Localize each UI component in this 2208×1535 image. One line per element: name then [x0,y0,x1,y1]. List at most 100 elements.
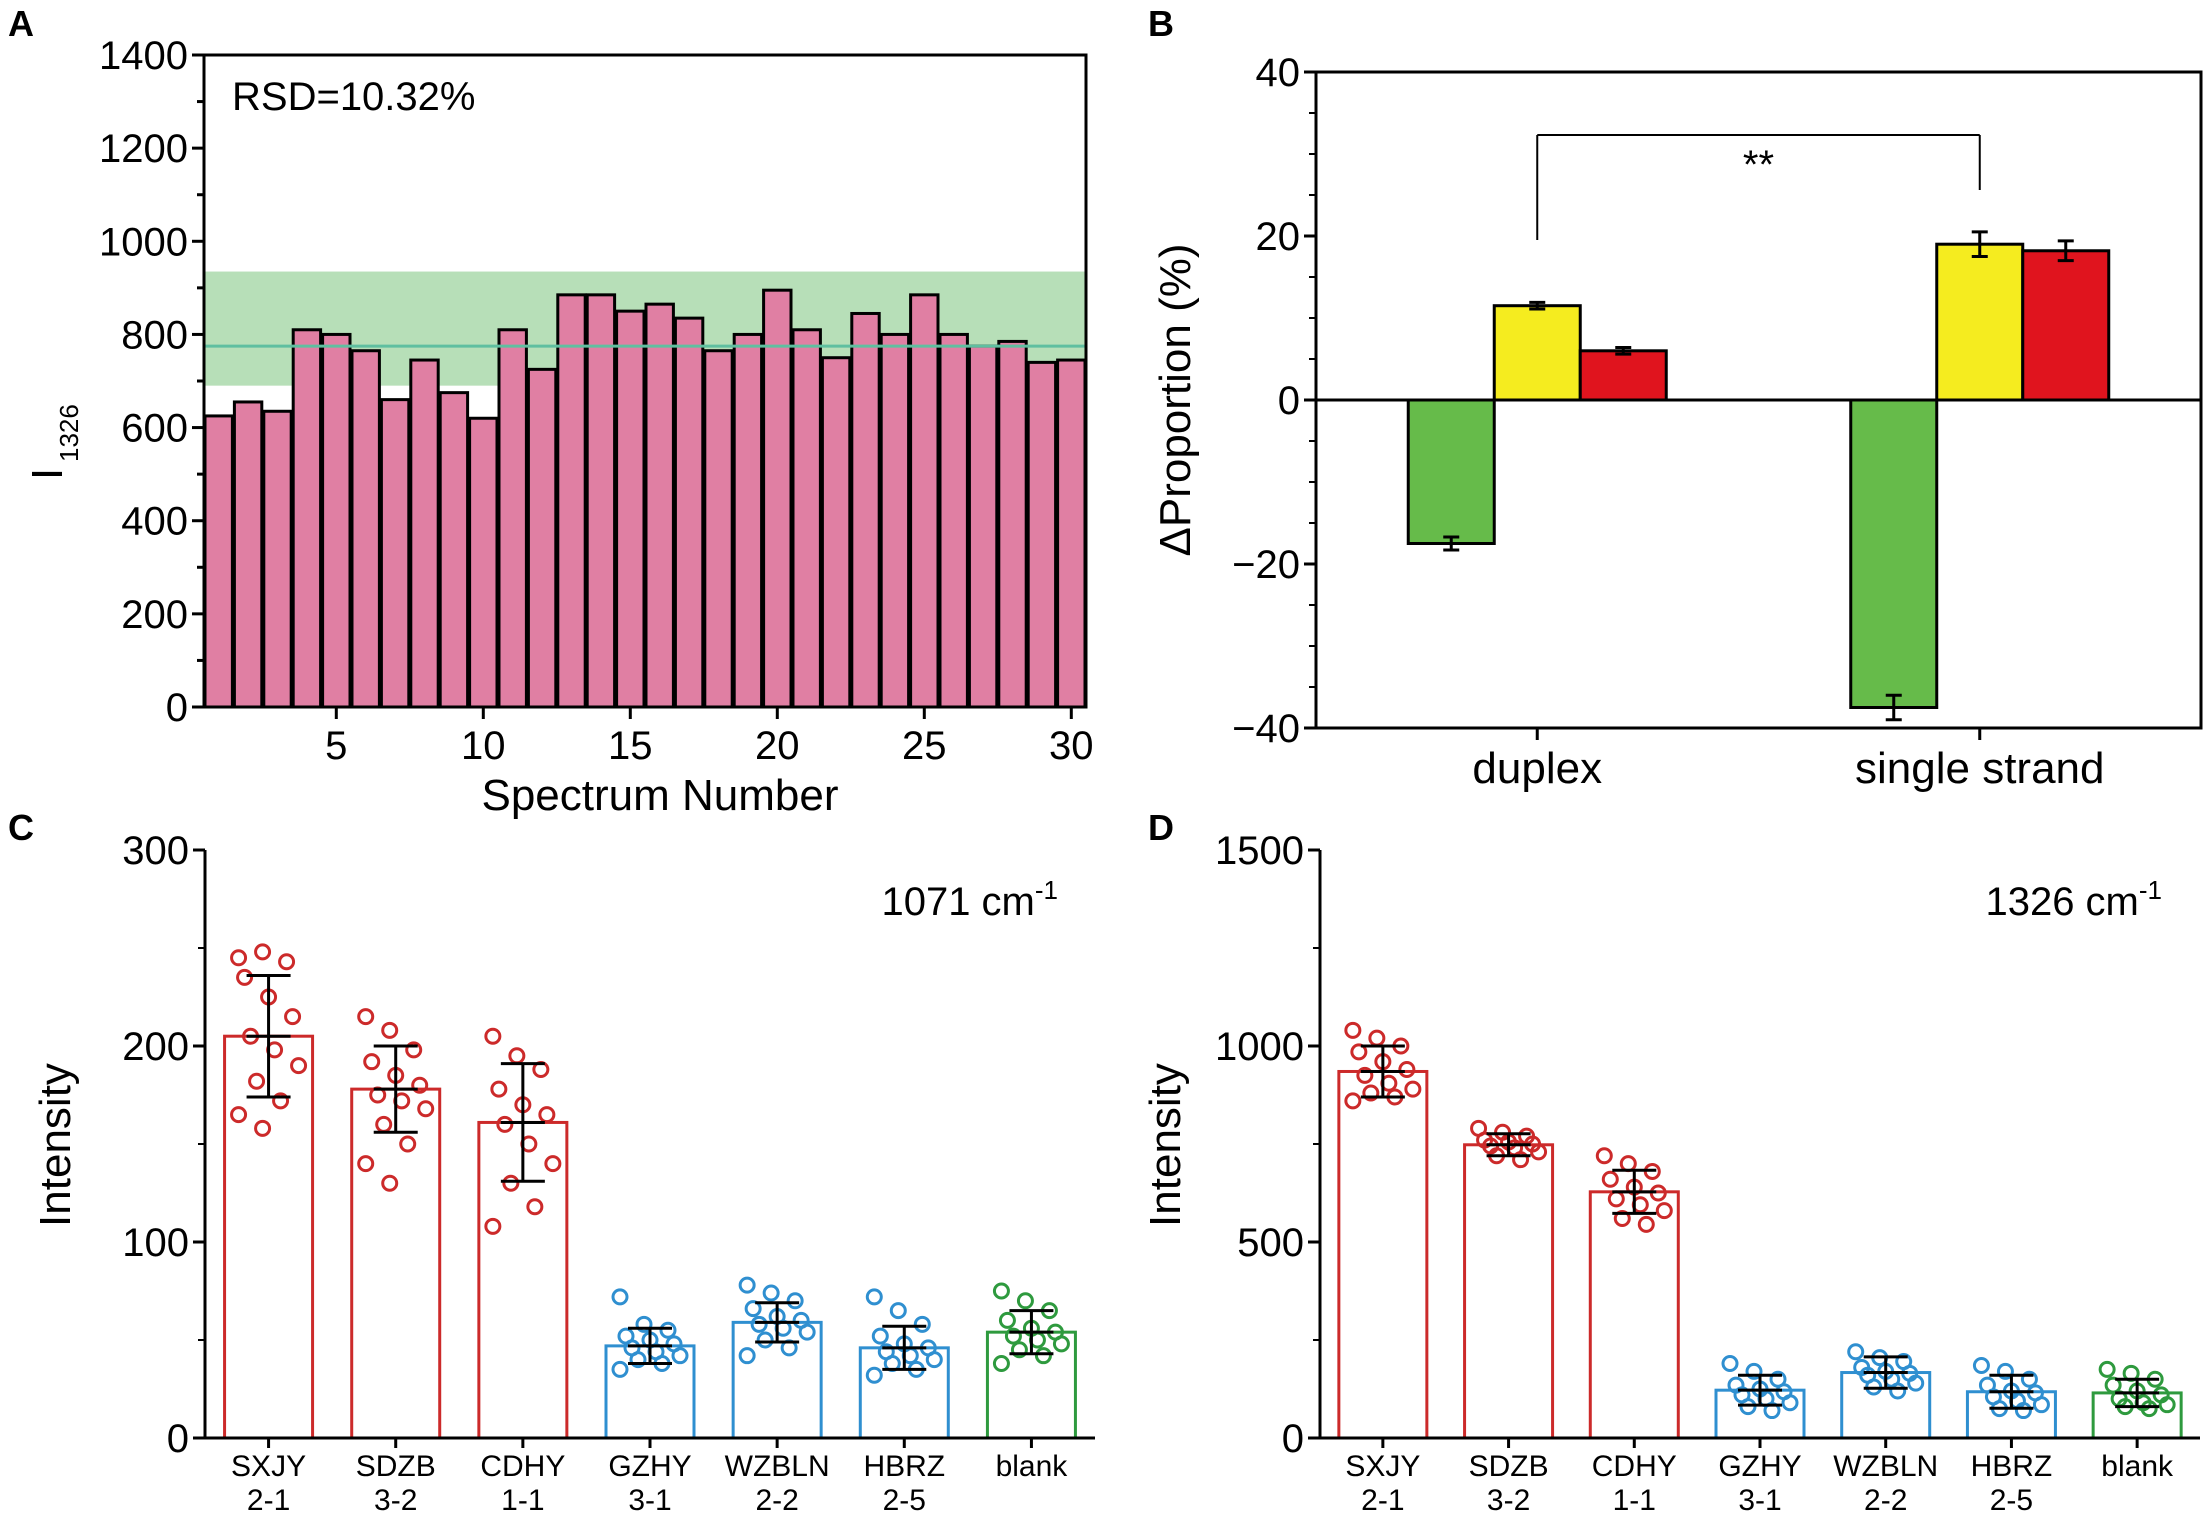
panel-c-point-1-3 [363,1053,381,1071]
panel-a-bar-5 [321,332,352,709]
panel-b-bar-yellow-1 [1935,242,2025,402]
panel-d-point-6-0 [2098,1360,2116,1378]
panel-d-ytick-label-500: 500 [1237,1221,1304,1265]
panel-a-bar-28 [997,339,1028,709]
panel-c-point-1-11 [357,1155,375,1173]
panel-d-point-3-9 [1739,1398,1757,1416]
panel-d-category-line1-0: SXJY [1345,1450,1420,1483]
panel-d-point-0-5 [1398,1061,1416,1079]
panel-d-point-0-11 [1344,1092,1362,1110]
panel-c-point-2-1 [508,1047,526,1065]
panel-letter-a: A [8,3,34,44]
panel-c-point-5-1 [889,1302,907,1320]
panel-c-category-line1-4: WZBLN [725,1450,830,1483]
panel-d-point-0-3 [1350,1043,1368,1061]
panel-c-point-5-8 [925,1351,943,1369]
panel-b-bar-red-0 [1578,349,1668,402]
panel-a-bar-18 [703,349,734,709]
panel-a-bar-17 [673,316,705,709]
panel-a-bar-6 [350,349,381,709]
panel-c-point-5-11 [865,1366,883,1384]
panel-b-ytick-label-0: −40 [1232,707,1300,751]
panel-c-point-6-6 [1004,1327,1022,1345]
panel-c-point-0-11 [230,1106,248,1124]
panel-c-category-line1-6: blank [996,1450,1069,1483]
panel-a-bar-16 [644,302,675,709]
panel-c-point-0-5 [284,1008,302,1026]
panel-c-point-4-1 [762,1284,780,1302]
panel-d-point-0-6 [1356,1066,1374,1084]
panel-a-bar-12 [526,367,558,709]
panel-b-category-label-1: single strand [1855,744,2104,793]
panel-a-xtick-label-10: 10 [461,724,506,768]
panel-c-y-axis-label: Intensity [31,1063,80,1227]
panel-c-category-line1-3: GZHY [608,1450,691,1483]
panel-d-bar-1 [1463,1143,1555,1440]
panel-d-point-0-9 [1362,1084,1380,1102]
panel-d-category-line1-4: WZBLN [1833,1450,1938,1483]
panel-a-bar-10 [468,416,499,709]
panel-a-bar-25 [909,293,940,709]
panel-c-point-6-3 [998,1311,1016,1329]
panel-c-point-6-1 [1016,1292,1034,1310]
panel-c-wavenumber-value: 1071 cm [881,880,1034,924]
panel-d-point-3-8 [1781,1394,1799,1412]
panel-c-point-2-8 [544,1155,562,1173]
panel-c-point-0-9 [248,1072,266,1090]
panel-b-bar-green-1 [1849,398,1939,709]
panel-c-category-line2-2: 1-1 [501,1484,544,1517]
panel-d-ytick-label-0: 0 [1282,1417,1304,1461]
panel-c-point-6-0 [992,1282,1010,1300]
panel-b-ytick-label-1: −20 [1232,543,1300,587]
panel-letter-d: D [1148,807,1174,848]
panel-c-point-1-12 [381,1174,399,1192]
panel-c-point-4-8 [798,1323,816,1341]
panel-a-bar-29 [1026,360,1058,709]
panel-b-category-label-0: duplex [1472,744,1602,793]
panel-a-bar-3 [262,409,293,709]
panel-c-point-6-10 [1034,1347,1052,1365]
panel-c-point-3-8 [671,1347,689,1365]
panel-d-point-6-10 [2140,1400,2158,1418]
panel-c-category-line2-4: 2-2 [755,1484,798,1517]
panel-c-wavenumber-annotation: 1071 cm-1 [881,875,1058,924]
panel-a-bar-15 [615,309,646,709]
panel-c-point-3-9 [629,1351,647,1369]
panel-a-y-label-main: I [23,468,72,480]
panel-c-point-2-11 [484,1217,502,1235]
panel-a-bar-11 [497,328,528,709]
panel-c-ytick-label-300: 300 [122,829,189,873]
panel-a-bar-4 [291,328,323,709]
panel-d-category-line1-2: CDHY [1592,1450,1677,1483]
panel-d-bar-0 [1337,1069,1429,1440]
panel-a-chart: 0 200 400 600 800 1000 1200 1400 5 10 15 20 25 30 RS… [23,34,1094,820]
panel-d-point-3-0 [1721,1355,1739,1373]
panel-c-point-6-8 [1052,1335,1070,1353]
panel-d-category-line1-1: SDZB [1469,1450,1549,1483]
panel-c-point-5-2 [913,1315,931,1333]
panel-c-point-2-3 [490,1080,508,1098]
panel-c-point-0-12 [254,1119,272,1137]
panel-a-bar-7 [379,398,411,709]
panel-d-category-line1-6: blank [2101,1450,2174,1483]
panel-c-point-6-9 [1010,1341,1028,1359]
panel-d-category-line2-5: 2-5 [1990,1484,2033,1517]
panel-c-category-line2-1: 3-2 [374,1484,417,1517]
panel-c-point-5-3 [871,1327,889,1345]
panel-a-xtick-label-30: 30 [1049,724,1094,768]
panel-c-point-2-6 [496,1115,514,1133]
panel-a-x-axis-label: Spectrum Number [481,771,838,820]
panel-b-bar-red-1 [2021,249,2111,402]
panel-c-category-line1-1: SDZB [356,1450,436,1483]
panel-d-point-2-9 [1613,1209,1631,1227]
panel-a-y-axis-label: I 1326 [23,404,84,480]
panel-d-point-2-0 [1595,1147,1613,1165]
panel-a-bar-24 [879,332,911,709]
panel-a-ytick-label-800: 800 [121,313,188,357]
panel-c-point-3-0 [611,1288,629,1306]
panel-c-point-4-6 [750,1315,768,1333]
panel-c-point-6-11 [992,1355,1010,1373]
panel-c-point-0-0 [230,949,248,967]
panel-c-point-2-10 [526,1198,544,1216]
